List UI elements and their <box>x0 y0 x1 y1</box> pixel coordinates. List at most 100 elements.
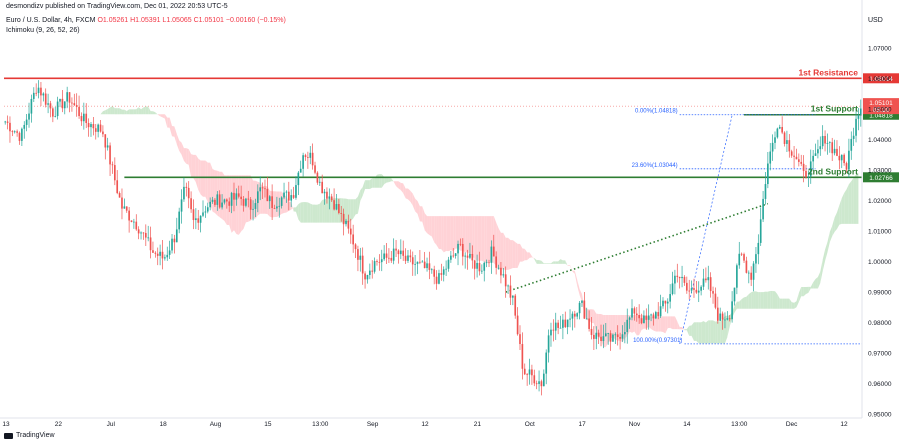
candle-body <box>523 368 526 375</box>
level-price-value: 1.06014 <box>869 76 893 83</box>
cloud-segment <box>593 309 597 333</box>
candle-body <box>333 200 335 210</box>
cloud-segment <box>469 216 473 256</box>
candle-body <box>700 286 702 291</box>
cloud-segment <box>508 237 511 270</box>
candle-body <box>824 135 826 144</box>
cloud-segment <box>193 154 196 183</box>
cloud-segment <box>162 114 165 119</box>
cloud-segment <box>262 186 265 214</box>
cloud-segment <box>174 126 177 145</box>
candle-body <box>233 192 235 200</box>
indicator-legend[interactable]: Ichimoku (9, 26, 52, 26) <box>6 27 80 34</box>
cloud-segment <box>386 176 389 183</box>
candle-body <box>385 253 388 258</box>
cloud-segment <box>124 109 127 115</box>
candle-body <box>726 318 729 320</box>
candle-body <box>595 332 598 339</box>
candle-body <box>795 156 798 160</box>
cloud-segment <box>560 259 563 264</box>
cloud-segment <box>682 326 685 331</box>
cloud-segment <box>121 109 125 115</box>
candle-body <box>211 199 214 202</box>
candle-body <box>604 333 607 337</box>
trendline <box>505 202 769 293</box>
candle-body <box>707 277 710 281</box>
candle-body <box>440 273 443 275</box>
candle-body <box>826 142 829 144</box>
y-tick-label: 1.06000 <box>868 76 892 83</box>
symbol-title[interactable]: Euro / U.S. Dollar, 4h, FXCM <box>6 17 96 24</box>
cloud-segment <box>360 186 363 201</box>
level-price-value: 1.04818 <box>869 112 893 119</box>
cloud-segment <box>422 206 425 231</box>
cloud-segment <box>820 259 823 284</box>
candle-body <box>373 261 376 272</box>
candle-body <box>471 254 474 261</box>
candle-body <box>848 150 850 170</box>
cloud-segment <box>634 315 637 336</box>
y-tick-label: 0.99000 <box>868 290 892 297</box>
candle-body <box>226 199 228 202</box>
candle-body <box>30 98 33 114</box>
candle-body <box>616 334 619 338</box>
candle-body <box>461 243 464 257</box>
cloud-segment <box>574 270 578 286</box>
candle-body <box>724 319 726 321</box>
cloud-segment <box>86 130 89 132</box>
y-tick-label: 0.98000 <box>868 320 892 327</box>
candle-body <box>302 155 304 169</box>
candle-body <box>278 205 281 207</box>
candle-body <box>476 262 478 269</box>
cloud-segment <box>276 191 280 217</box>
x-tick-label: 18 <box>160 421 168 428</box>
cloud-segment <box>515 241 518 268</box>
cloud-segment <box>815 277 818 289</box>
cloud-segment <box>534 258 537 264</box>
candle-body <box>37 87 40 94</box>
cloud-segment <box>362 180 366 196</box>
cloud-segment <box>410 190 413 206</box>
candle-body <box>235 193 238 200</box>
candle-body <box>297 172 300 186</box>
cloud-segment <box>486 216 490 263</box>
cloud-segment <box>69 122 72 127</box>
candle-body <box>414 263 416 265</box>
candle-body <box>190 198 192 210</box>
candle-body <box>366 275 369 280</box>
cloud-segment <box>324 198 327 223</box>
cloud-segment <box>546 263 549 264</box>
candle-body <box>338 204 340 214</box>
candle-body <box>185 186 188 188</box>
candle-body <box>316 172 319 183</box>
cloud-segment <box>601 313 604 347</box>
candle-body <box>144 232 147 238</box>
candle-body <box>633 308 636 314</box>
candle-body <box>216 194 219 205</box>
candle-body <box>671 283 674 295</box>
candle-body <box>767 163 769 185</box>
cloud-segment <box>310 203 313 223</box>
candle-body <box>56 101 59 117</box>
tradingview-footer[interactable]: TradingView <box>4 432 55 439</box>
candle-body <box>685 282 688 291</box>
candle-body <box>628 317 631 320</box>
cloud-segment <box>424 213 428 234</box>
cloud-segment <box>427 216 430 236</box>
fib-level-label: 100.00%(0.97301) <box>633 338 682 344</box>
cloud-segment <box>255 180 258 219</box>
cloud-segment <box>164 114 168 128</box>
candle-body <box>104 134 107 148</box>
candle-body <box>147 237 150 239</box>
cloud-segment <box>519 243 523 262</box>
tradingview-brand: TradingView <box>16 432 55 439</box>
cloud-segment <box>98 114 101 117</box>
cloud-segment <box>562 260 566 264</box>
candle-body <box>376 261 378 262</box>
candle-body <box>442 269 445 275</box>
candle-body <box>747 272 750 274</box>
cloud-segment <box>500 232 504 270</box>
cloud-segment <box>119 108 122 115</box>
cloud-segment <box>724 315 728 344</box>
